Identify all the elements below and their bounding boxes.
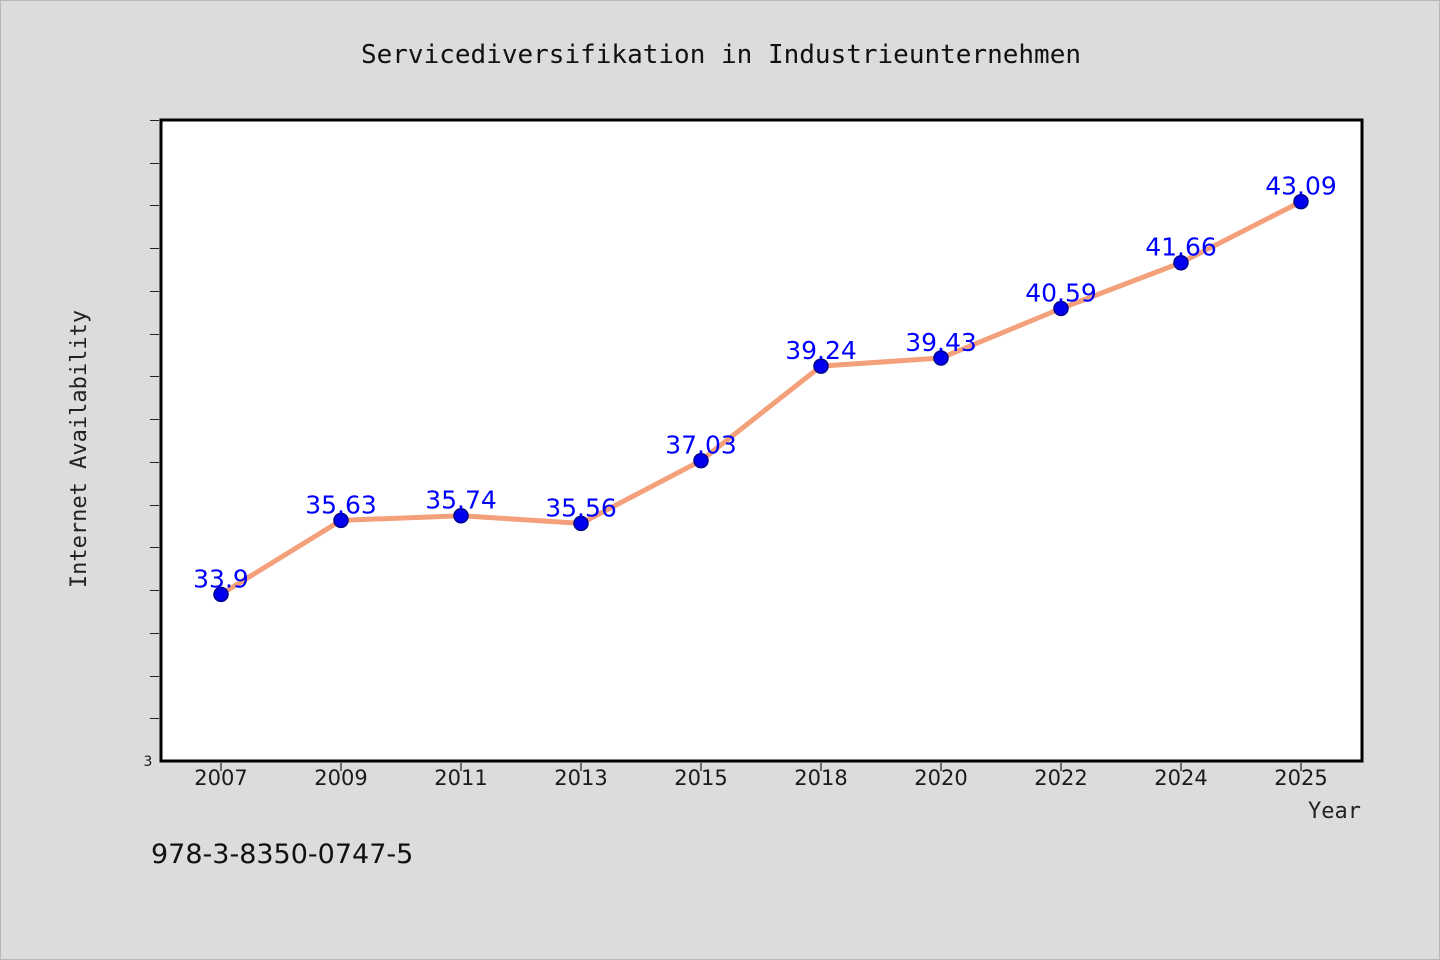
data-point-marker — [213, 586, 229, 603]
series-line — [218, 199, 1304, 597]
x-tick-label: 2020 — [914, 766, 967, 790]
data-point-marker — [453, 507, 469, 524]
data-label: 37.03 — [665, 431, 737, 460]
x-axis-label: Year — [1308, 799, 1361, 824]
x-tick-label: 2015 — [674, 766, 727, 790]
data-label: 39.43 — [905, 328, 977, 357]
x-tick-label: 2009 — [314, 766, 367, 790]
x-tick-label: 2025 — [1274, 766, 1327, 790]
x-tick-label: 2013 — [554, 766, 607, 790]
data-point-marker — [813, 358, 829, 374]
data-label: 41.66 — [1145, 233, 1217, 262]
data-point-marker — [1173, 254, 1189, 271]
data-point-marker — [933, 350, 949, 366]
y-axis-label: Internet Availability — [67, 310, 92, 588]
x-tick-label: 2024 — [1154, 766, 1207, 790]
data-point-marker — [333, 512, 349, 529]
y-axis-min-tick-label: 3 — [144, 754, 153, 770]
data-point-marker — [573, 515, 589, 532]
chart-title: Servicediversifikation in Industrieunter… — [361, 40, 1081, 70]
data-label: 43.09 — [1265, 172, 1337, 201]
data-label: 33.9 — [193, 564, 249, 593]
isbn-text: 978-3-8350-0747-5 — [151, 839, 413, 870]
x-tick-label: 2018 — [794, 766, 847, 790]
data-point-marker — [693, 452, 709, 469]
data-label: 35.63 — [305, 490, 377, 519]
x-axis-ticks: 2007 2009 2011 2013 2015 2018 2020 2022 2024 2025 — [194, 763, 1328, 790]
y-axis-ticks — [150, 120, 159, 719]
x-tick-label: 2007 — [194, 766, 247, 790]
data-markers — [213, 193, 1309, 603]
data-label: 35.74 — [425, 486, 497, 515]
data-labels: 33.9 35.63 35.74 35.56 37.03 39.24 39.43 40.59 4… — [193, 172, 1337, 594]
x-tick-label: 2022 — [1034, 766, 1087, 790]
data-label: 35.56 — [545, 493, 617, 522]
data-point-marker — [1293, 193, 1309, 210]
data-point-marker — [1053, 300, 1069, 317]
data-label: 39.24 — [785, 336, 857, 365]
data-label: 40.59 — [1025, 278, 1097, 307]
plot-area — [159, 118, 1364, 763]
x-tick-label: 2011 — [434, 766, 487, 790]
